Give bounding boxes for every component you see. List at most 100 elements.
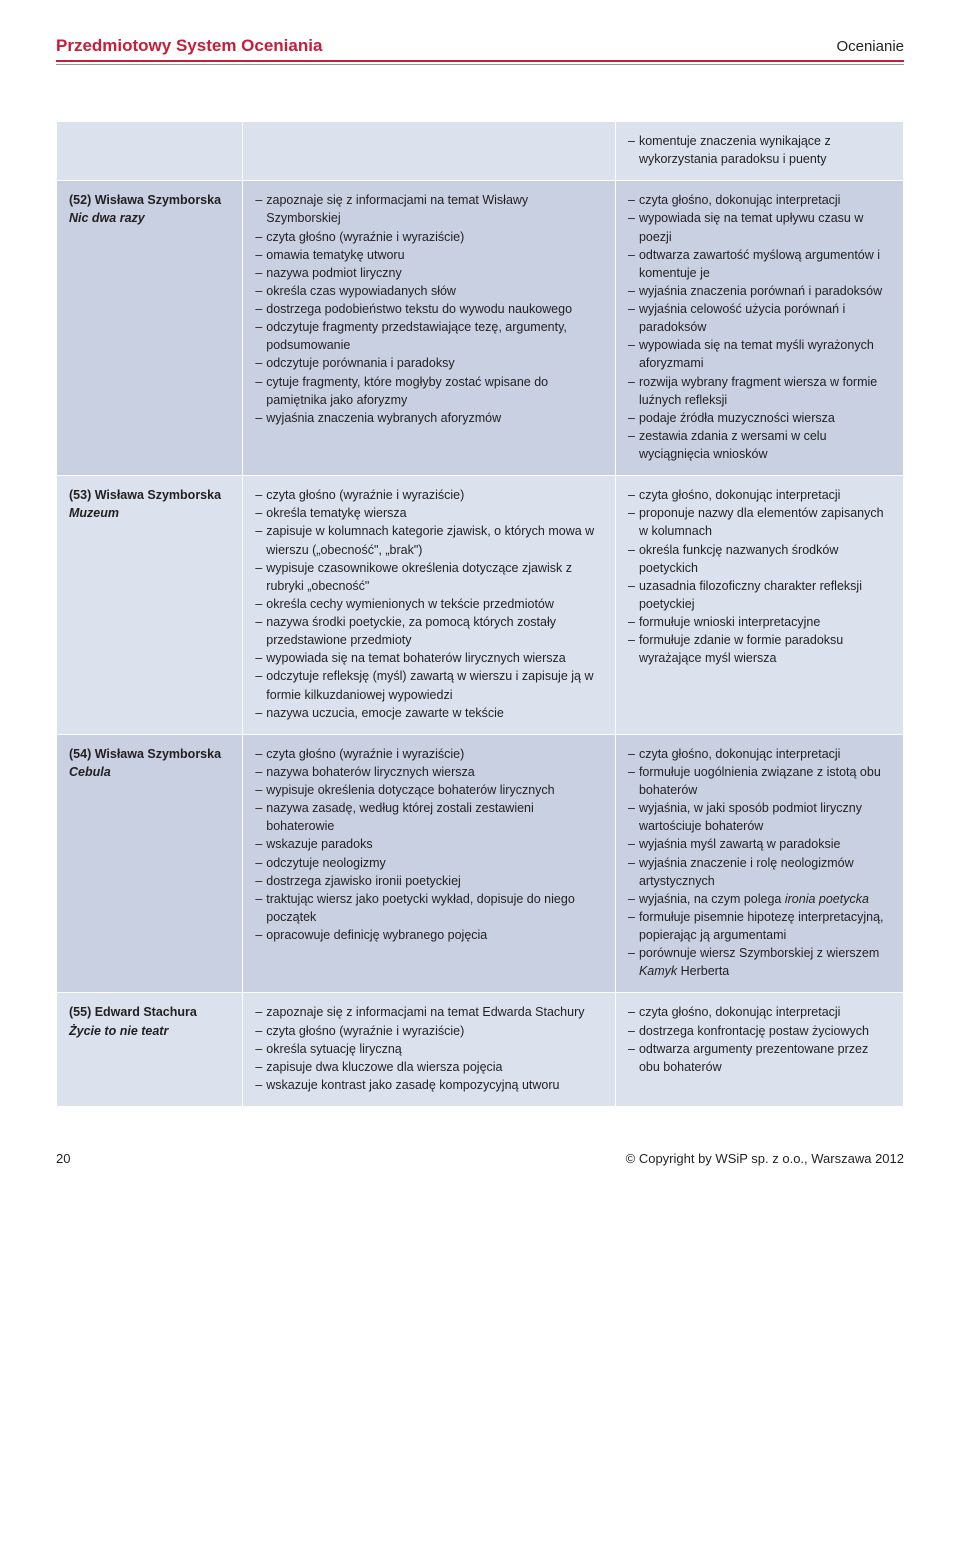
list-item: –wyjaśnia myśl zawartą w paradoksie — [628, 835, 891, 853]
topic-title: Muzeum — [69, 504, 230, 522]
list-item: –czyta głośno (wyraźnie i wyraziście) — [255, 1022, 603, 1040]
dash-icon: – — [255, 1003, 266, 1021]
list-item: –określa funkcję nazwanych środków poety… — [628, 541, 891, 577]
list-item: –wypowiada się na temat upływu czasu w p… — [628, 209, 891, 245]
list-item-text: cytuje fragmenty, które mogłyby zostać w… — [266, 373, 603, 409]
dash-icon: – — [628, 336, 639, 372]
list-item: –formułuje pisemnie hipotezę interpretac… — [628, 908, 891, 944]
dash-icon: – — [628, 1022, 639, 1040]
dash-icon: – — [628, 504, 639, 540]
dash-icon: – — [628, 427, 639, 463]
list-item-text: dostrzega zjawisko ironii poetyckiej — [266, 872, 603, 890]
list-item-text: wyjaśnia znaczenie i rolę neologizmów ar… — [639, 854, 891, 890]
list-item-text: podaje źródła muzyczności wiersza — [639, 409, 891, 427]
list-item: –formułuje zdanie w formie paradoksu wyr… — [628, 631, 891, 667]
dash-icon: – — [255, 191, 266, 227]
dash-icon: – — [255, 781, 266, 799]
list-item: –czyta głośno, dokonując interpretacji — [628, 486, 891, 504]
dash-icon: – — [628, 300, 639, 336]
extended-criteria-cell: –czyta głośno, dokonując interpretacji–p… — [616, 476, 904, 735]
dash-icon: – — [255, 318, 266, 354]
list-item-text: określa czas wypowiadanych słów — [266, 282, 603, 300]
list-item: –komentuje znaczenia wynikające z wykorz… — [628, 132, 891, 168]
dash-icon: – — [628, 1040, 639, 1076]
list-item: –wyjaśnia znaczenia wybranych aforyzmów — [255, 409, 603, 427]
topic-number: (54) — [69, 747, 95, 761]
list-item-text: wyjaśnia, na czym polega ironia poetycka — [639, 890, 891, 908]
dash-icon: – — [255, 890, 266, 926]
list-item-text: wyjaśnia, w jaki sposób podmiot liryczny… — [639, 799, 891, 835]
list-item-text: wypowiada się na temat myśli wyrażonych … — [639, 336, 891, 372]
list-item: –odczytuje porównania i paradoksy — [255, 354, 603, 372]
list-item: –wypowiada się na temat myśli wyrażonych… — [628, 336, 891, 372]
list-item-text: wyjaśnia znaczenia wybranych aforyzmów — [266, 409, 603, 427]
list-item-text: dostrzega konfrontację postaw życiowych — [639, 1022, 891, 1040]
list-item: –czyta głośno (wyraźnie i wyraziście) — [255, 486, 603, 504]
list-item: –określa czas wypowiadanych słów — [255, 282, 603, 300]
list-item: –traktując wiersz jako poetycki wykład, … — [255, 890, 603, 926]
dash-icon: – — [255, 409, 266, 427]
list-item: –zapisuje dwa kluczowe dla wiersza pojęc… — [255, 1058, 603, 1076]
table-row: (54) Wisława SzymborskaCebula–czyta głoś… — [57, 734, 904, 993]
dash-icon: – — [255, 246, 266, 264]
dash-icon: – — [628, 763, 639, 799]
topic-author: Edward Stachura — [95, 1005, 197, 1019]
list-item: –wyjaśnia, na czym polega ironia poetyck… — [628, 890, 891, 908]
list-item-text: traktując wiersz jako poetycki wykład, d… — [266, 890, 603, 926]
list-item-text: zapisuje w kolumnach kategorie zjawisk, … — [266, 522, 603, 558]
list-item-text: wypisuje określenia dotyczące bohaterów … — [266, 781, 603, 799]
dash-icon: – — [628, 1003, 639, 1021]
dash-icon: – — [628, 799, 639, 835]
list-item: –nazywa podmiot liryczny — [255, 264, 603, 282]
list-item: –czyta głośno, dokonując interpretacji — [628, 745, 891, 763]
list-item: –określa tematykę wiersza — [255, 504, 603, 522]
dash-icon: – — [628, 409, 639, 427]
list-item-text: czyta głośno (wyraźnie i wyraziście) — [266, 486, 603, 504]
list-item: –nazywa uczucia, emocje zawarte w tekści… — [255, 704, 603, 722]
dash-icon: – — [628, 282, 639, 300]
extended-criteria-cell: –komentuje znaczenia wynikające z wykorz… — [616, 122, 904, 181]
dash-icon: – — [628, 854, 639, 890]
list-item: –wyjaśnia znaczenia porównań i paradoksó… — [628, 282, 891, 300]
dash-icon: – — [628, 246, 639, 282]
list-item-text: dostrzega podobieństwo tekstu do wywodu … — [266, 300, 603, 318]
basic-criteria-cell: –zapoznaje się z informacjami na temat W… — [243, 181, 616, 476]
list-item: –rozwija wybrany fragment wiersza w form… — [628, 373, 891, 409]
basic-criteria-cell — [243, 122, 616, 181]
list-item-text: nazywa podmiot liryczny — [266, 264, 603, 282]
basic-criteria-cell: –zapoznaje się z informacjami na temat E… — [243, 993, 616, 1107]
dash-icon: – — [255, 745, 266, 763]
topic-cell — [57, 122, 243, 181]
list-item-text: odczytuje fragmenty przedstawiające tezę… — [266, 318, 603, 354]
topic-author: Wisława Szymborska — [95, 193, 221, 207]
list-item: –wypowiada się na temat bohaterów lirycz… — [255, 649, 603, 667]
dash-icon: – — [628, 541, 639, 577]
list-item-text: określa funkcję nazwanych środków poetyc… — [639, 541, 891, 577]
list-item-text: nazywa zasadę, według której zostali zes… — [266, 799, 603, 835]
list-item: –podaje źródła muzyczności wiersza — [628, 409, 891, 427]
table-row: –komentuje znaczenia wynikające z wykorz… — [57, 122, 904, 181]
list-item-text: opracowuje definicję wybranego pojęcia — [266, 926, 603, 944]
dash-icon: – — [255, 264, 266, 282]
list-item-text: odtwarza argumenty prezentowane przez ob… — [639, 1040, 891, 1076]
list-item-text: uzasadnia filozoficzny charakter refleks… — [639, 577, 891, 613]
list-item-text: czyta głośno, dokonując interpretacji — [639, 1003, 891, 1021]
list-item-text: nazywa bohaterów lirycznych wiersza — [266, 763, 603, 781]
table-row: (52) Wisława SzymborskaNic dwa razy–zapo… — [57, 181, 904, 476]
list-item-text: zapoznaje się z informacjami na temat Ed… — [266, 1003, 603, 1021]
list-item-text: określa sytuację liryczną — [266, 1040, 603, 1058]
list-item: –czyta głośno (wyraźnie i wyraziście) — [255, 745, 603, 763]
list-item-text: wypisuje czasownikowe określenia dotyczą… — [266, 559, 603, 595]
list-item-text: czyta głośno (wyraźnie i wyraziście) — [266, 1022, 603, 1040]
list-item: –określa sytuację liryczną — [255, 1040, 603, 1058]
dash-icon: – — [255, 595, 266, 613]
dash-icon: – — [628, 944, 639, 980]
dash-icon: – — [628, 745, 639, 763]
list-item: –cytuje fragmenty, które mogłyby zostać … — [255, 373, 603, 409]
list-item: –opracowuje definicję wybranego pojęcia — [255, 926, 603, 944]
list-item-text: wskazuje kontrast jako zasadę kompozycyj… — [266, 1076, 603, 1094]
dash-icon: – — [255, 354, 266, 372]
dash-icon: – — [628, 908, 639, 944]
extended-criteria-cell: –czyta głośno, dokonując interpretacji–w… — [616, 181, 904, 476]
list-item: –proponuje nazwy dla elementów zapisanyc… — [628, 504, 891, 540]
